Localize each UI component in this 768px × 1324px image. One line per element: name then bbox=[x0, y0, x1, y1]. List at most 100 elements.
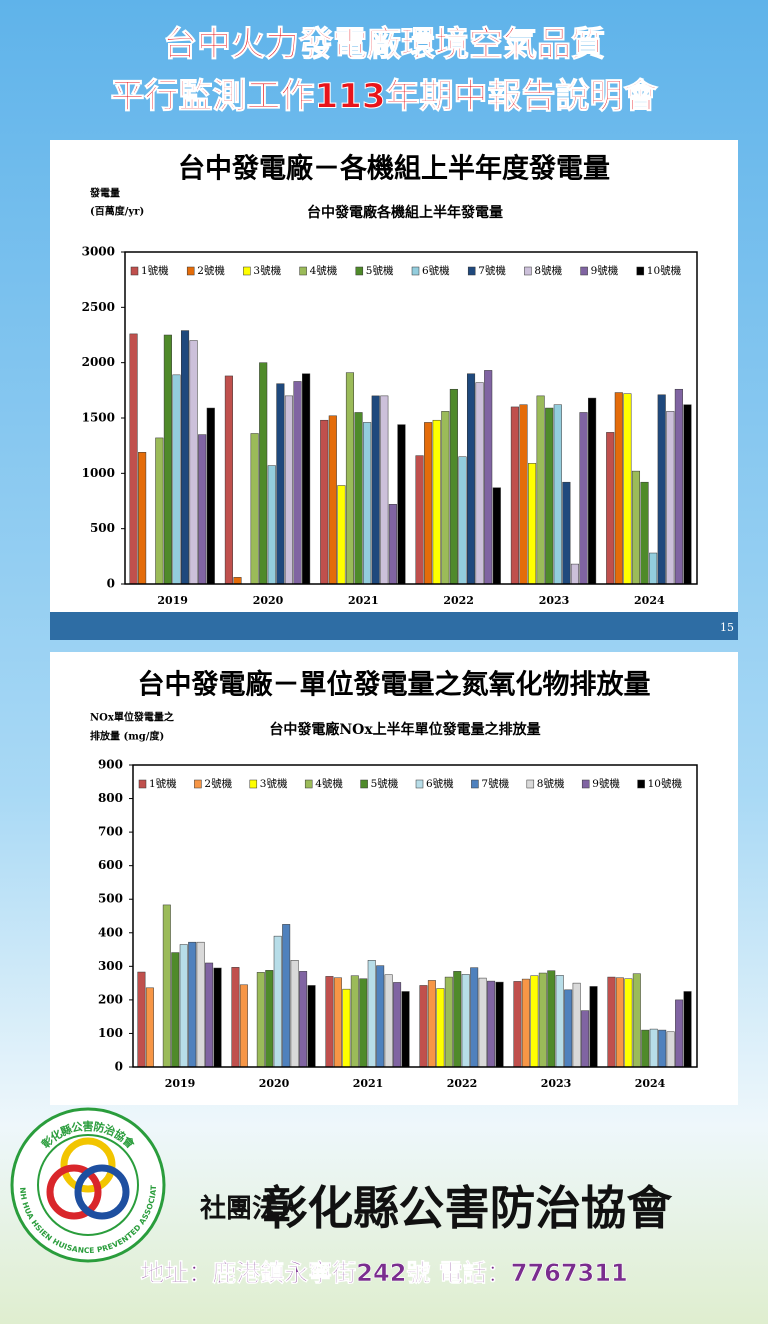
bar bbox=[180, 330, 190, 585]
legend-label: 10號機 bbox=[647, 264, 682, 277]
x-tick-label: 2022 bbox=[443, 594, 474, 607]
bar bbox=[250, 433, 259, 585]
bar bbox=[290, 960, 299, 1068]
bar bbox=[623, 393, 632, 585]
logo-ring bbox=[74, 1164, 130, 1220]
legend-swatch bbox=[360, 779, 368, 789]
bar bbox=[333, 977, 342, 1068]
bar bbox=[162, 904, 171, 1068]
bar bbox=[547, 970, 556, 1068]
legend-label: 7號機 bbox=[478, 264, 506, 277]
bar bbox=[129, 333, 138, 585]
bar bbox=[458, 456, 467, 585]
legend-swatch bbox=[243, 266, 251, 276]
y-axis-label: 發電量 bbox=[89, 187, 120, 200]
bar bbox=[393, 982, 402, 1068]
legend-swatch bbox=[194, 779, 202, 789]
bar bbox=[631, 470, 641, 585]
bar bbox=[337, 485, 346, 585]
bar bbox=[641, 1029, 650, 1068]
legend-label: 2號機 bbox=[204, 777, 232, 790]
bar bbox=[461, 974, 470, 1068]
bar bbox=[138, 452, 147, 585]
bar bbox=[273, 935, 282, 1068]
bar bbox=[432, 419, 441, 585]
bar bbox=[615, 977, 624, 1068]
bar bbox=[293, 381, 302, 585]
y-tick-label: 600 bbox=[98, 858, 123, 872]
bar bbox=[284, 395, 293, 585]
bar bbox=[510, 406, 519, 585]
bar bbox=[388, 504, 397, 585]
legend-swatch bbox=[186, 266, 195, 276]
y-axis-label: NOx單位發電量之 bbox=[90, 711, 174, 724]
y-axis-label: (百萬度/yr) bbox=[90, 205, 144, 218]
y-tick-label: 1500 bbox=[82, 411, 115, 425]
bar bbox=[328, 415, 337, 585]
bar bbox=[267, 465, 276, 585]
legend-swatch bbox=[526, 779, 535, 789]
legend-swatch bbox=[130, 266, 139, 276]
y-tick-label: 700 bbox=[98, 825, 123, 839]
bar bbox=[538, 972, 547, 1068]
y-tick-label: 2500 bbox=[82, 300, 115, 314]
bar bbox=[606, 432, 615, 585]
bar bbox=[562, 481, 571, 585]
bar bbox=[188, 941, 197, 1068]
legend-swatch bbox=[637, 779, 645, 789]
bar bbox=[449, 388, 458, 585]
bar bbox=[658, 1029, 667, 1068]
legend-label: 4號機 bbox=[315, 777, 343, 790]
bar bbox=[484, 370, 493, 585]
bar bbox=[466, 373, 476, 585]
bar bbox=[675, 999, 684, 1068]
bar bbox=[213, 967, 222, 1068]
bar bbox=[419, 985, 428, 1068]
bar bbox=[513, 981, 522, 1068]
bar bbox=[572, 982, 581, 1068]
bar bbox=[624, 978, 633, 1068]
y-tick-label: 100 bbox=[98, 1026, 123, 1040]
plot-frame bbox=[132, 764, 698, 1068]
bar bbox=[359, 978, 368, 1068]
legend-label: 8號機 bbox=[534, 264, 562, 277]
chart-title: 台中發電廠NOx上半年單位發電量之排放量 bbox=[269, 721, 540, 738]
chart-title: 台中發電廠各機組上半年發電量 bbox=[307, 204, 503, 221]
header-title: 平行監測工作113年期中報告說明會 bbox=[111, 77, 659, 117]
bar bbox=[259, 362, 268, 585]
slide-title: 台中發電廠－單位發電量之氮氧化物排放量 bbox=[138, 669, 651, 701]
legend-label: 5號機 bbox=[366, 264, 394, 277]
bar bbox=[632, 973, 641, 1068]
y-tick-label: 500 bbox=[90, 521, 115, 535]
bar bbox=[570, 563, 579, 585]
x-tick-label: 2024 bbox=[635, 1077, 666, 1090]
legend-label: 10號機 bbox=[648, 777, 683, 790]
bar bbox=[137, 971, 146, 1068]
bar bbox=[640, 481, 649, 585]
legend-label: 8號機 bbox=[537, 777, 565, 790]
bar bbox=[367, 960, 376, 1068]
bar bbox=[427, 980, 436, 1068]
bar bbox=[487, 980, 496, 1068]
bar bbox=[649, 1028, 658, 1068]
legend-label: 5號機 bbox=[371, 777, 399, 790]
legend-swatch bbox=[581, 779, 590, 789]
page-number: 15 bbox=[720, 621, 734, 634]
x-tick-label: 2022 bbox=[447, 1077, 478, 1090]
legend-label: 9號機 bbox=[591, 264, 619, 277]
bar bbox=[492, 487, 501, 585]
bar bbox=[276, 383, 285, 585]
bar bbox=[145, 987, 154, 1068]
bar bbox=[528, 463, 537, 585]
bar bbox=[345, 372, 355, 585]
bar bbox=[363, 422, 372, 585]
y-tick-label: 3000 bbox=[82, 245, 115, 259]
bar bbox=[384, 974, 393, 1068]
legend-swatch bbox=[411, 266, 420, 276]
bar bbox=[424, 422, 433, 585]
bar bbox=[674, 388, 683, 585]
legend-swatch bbox=[580, 266, 588, 276]
bar bbox=[495, 981, 504, 1068]
